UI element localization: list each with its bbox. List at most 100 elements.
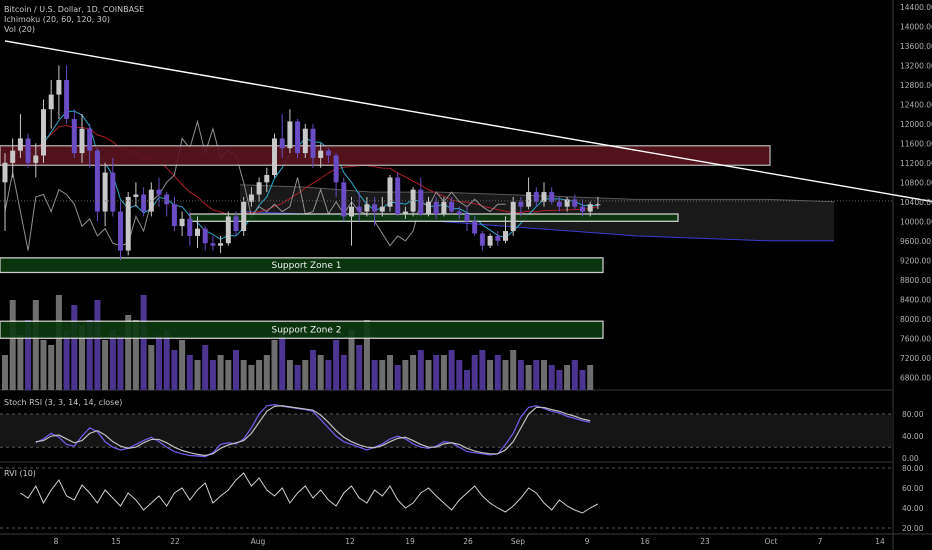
trendline [4,40,932,203]
price-tick-label: 14400.00 [900,3,932,12]
stoch-tick-label: 80.00 [902,410,924,419]
candle-body [187,218,193,236]
volume-bar [548,365,555,390]
candle-body [526,192,532,207]
volume-bar [194,360,201,390]
candle-body [17,138,23,151]
volume-bar [348,330,355,390]
volume-bar [71,305,78,390]
volume-bar [525,365,532,390]
time-tick-label: 15 [111,537,121,546]
time-tick-label: 9 [585,537,590,546]
candle-body [110,172,116,212]
volume-bar [156,335,162,390]
price-tick-label: 9200.00 [900,256,931,265]
candle-body [495,235,501,241]
volume-bar [48,345,55,390]
candle-body [533,192,539,202]
candle-body [595,204,601,206]
candle-body [272,138,277,176]
volume-bar [140,295,147,390]
volume-bar [471,355,478,390]
candle-body [456,211,462,214]
volume-bar [333,340,340,390]
stoch-tick-label: 40.00 [902,432,924,441]
candle-body [580,206,585,212]
candle-body [518,201,524,207]
ichimoku-title: Ichimoku (20, 60, 120, 30) [4,15,111,24]
volume-bar [225,360,232,390]
stoch-rsi-title[interactable]: Stoch RSI (3, 3, 14, 14, close) [4,398,123,407]
price-tick-label: 9600.00 [900,237,931,246]
rvi-tick-label: 60.00 [902,484,924,493]
candle-body [464,213,470,222]
volume-bar [163,330,170,390]
candle-body [2,162,8,183]
volume-bar [487,360,494,390]
candle-body [241,201,247,232]
candle-body [510,201,516,232]
volume-bar [356,345,363,390]
candle-body [148,189,154,212]
volume-bar [440,355,447,390]
candle-body [102,172,108,212]
candle-body [587,204,593,212]
rvi-line [20,472,599,514]
symbol-legend[interactable]: Bitcoin / U.S. Dollar, 1D, COINBASE Ichi… [4,5,144,35]
candle-body [225,216,231,244]
volume-bar [186,355,193,390]
volume-bar [456,360,463,390]
price-tick-label: 8000.00 [900,315,931,324]
volume-bar [94,300,101,390]
candle-body [264,175,270,183]
time-tick-label: Oct [765,537,778,546]
price-tick-label: 14000.00 [900,22,932,31]
volume-bar [433,355,440,390]
volume-bar [379,360,386,390]
volume-bar [310,350,316,390]
volume-bar [209,360,216,390]
price-tick-label: 8800.00 [900,276,931,285]
time-tick-label: Aug [251,537,266,546]
candle-body [295,121,301,154]
candle-body [195,228,200,236]
candle-body [71,118,77,154]
candle-body [94,150,100,212]
candle-body [256,182,262,195]
price-tick-label: 7600.00 [900,334,931,343]
stoch-tick-label: 0.00 [902,454,919,463]
candle-body [302,128,308,154]
volume-bar [294,365,301,390]
kijun-line [4,124,599,217]
rvi-title[interactable]: RVI (10) [4,469,36,478]
time-tick-label: 19 [405,537,415,546]
candle-body [449,201,455,212]
volume-bar [125,315,132,390]
volume-bar [132,320,139,390]
volume-bar [302,360,309,390]
volume-bar [517,360,524,390]
volume-bar [248,365,255,390]
volume-bar [371,360,378,390]
candle-body [541,192,547,202]
candle-body [125,196,131,251]
candle-body [387,177,393,207]
price-tick-label: 12800.00 [900,81,932,90]
volume-bar [448,350,455,390]
candle-body [133,194,139,197]
volume-bar [17,335,24,390]
candle-body [164,194,170,205]
candle-body [472,221,478,234]
candle-body [279,138,285,149]
price-tick-label: 12400.00 [900,100,932,109]
candle-body [410,189,416,212]
volume-bar [179,340,186,390]
candle-body [549,192,555,202]
candle-body [349,206,354,217]
candle-body [503,231,508,241]
volume-bar [109,330,116,390]
candle-body [372,204,378,212]
candle-body [364,204,370,212]
candle-body [56,79,62,95]
